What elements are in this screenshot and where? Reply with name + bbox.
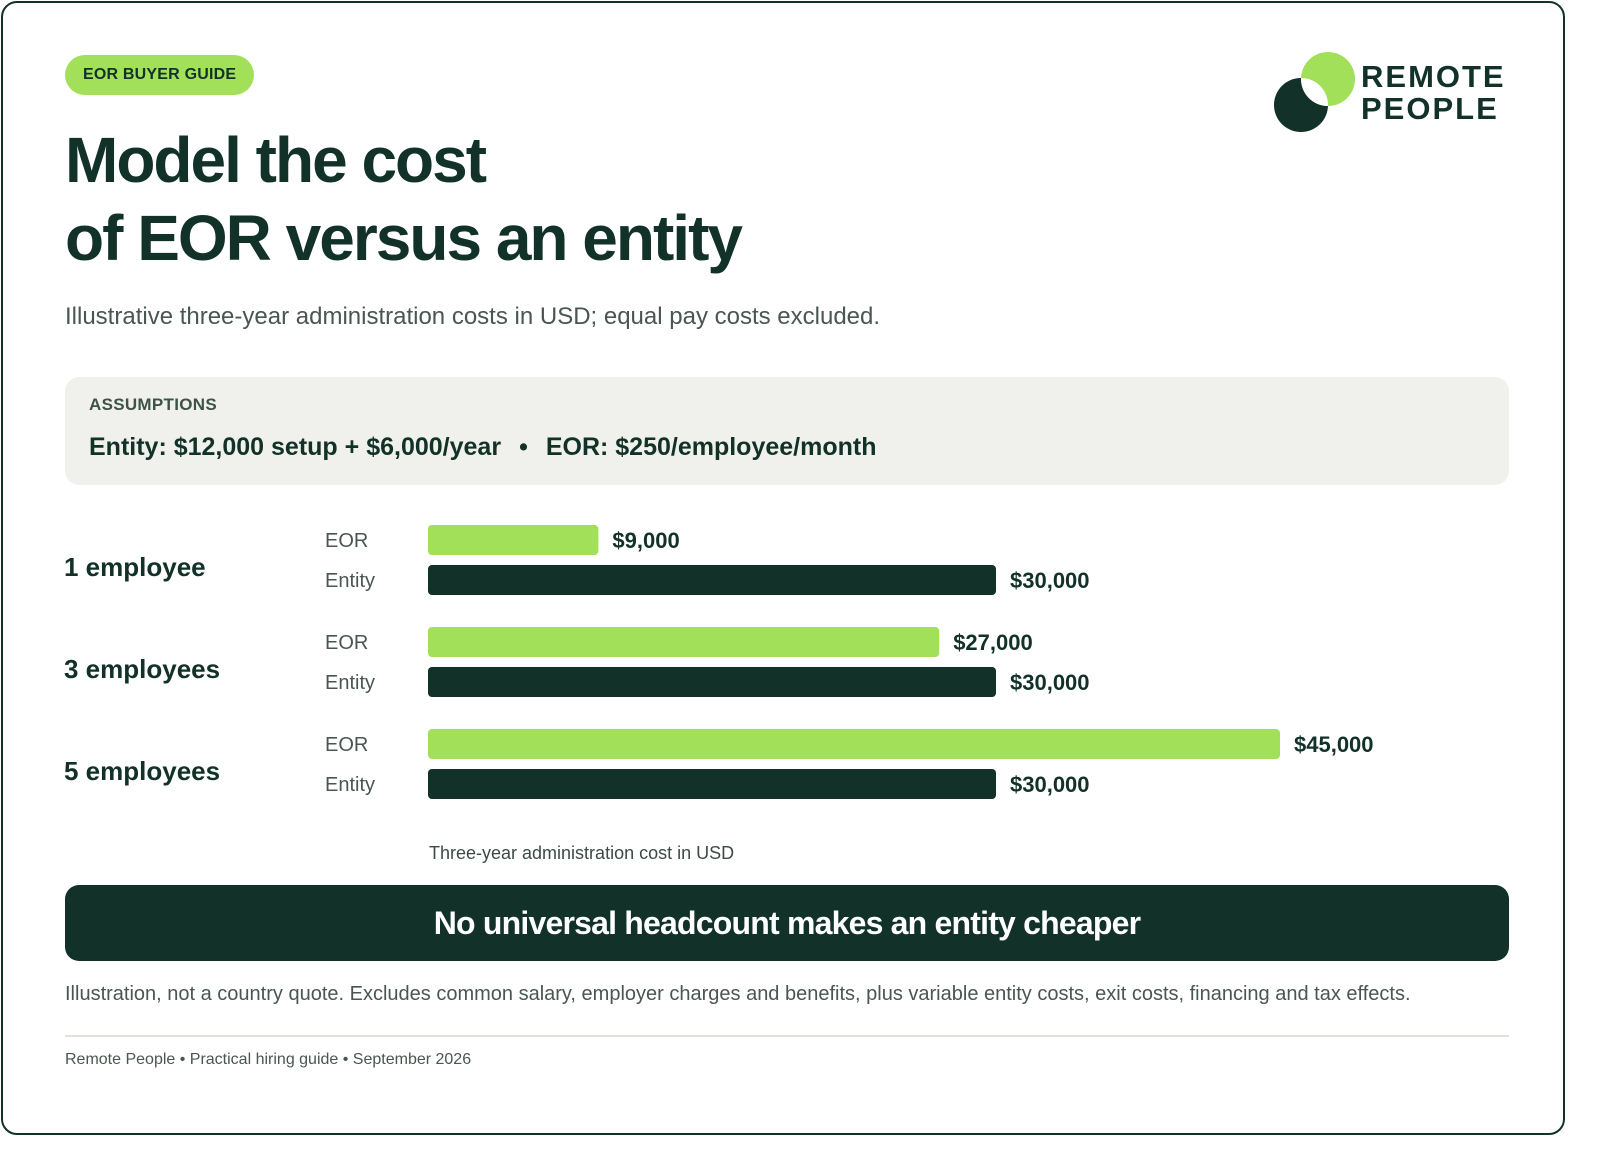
brand-line-2: PEOPLE [1361,91,1499,126]
footer: Remote People • Practical hiring guide •… [65,1051,472,1068]
page-title: Model the cost of EOR versus an entity [65,121,965,277]
assumptions-label: ASSUMPTIONS [89,395,217,414]
assumptions-panel: ASSUMPTIONS Entity: $12,000 setup + $6,0… [65,377,1509,485]
series-label: Entity [325,570,375,592]
value-label: $30,000 [1010,670,1090,695]
category-label: 3 employees [64,654,220,684]
divider [65,1035,1509,1037]
brand-logo: REMOTE PEOPLE [1273,51,1523,137]
value-label: $27,000 [953,630,1033,655]
value-label: $9,000 [612,528,679,553]
value-label: $30,000 [1010,568,1090,593]
brand-logo-icon [1274,52,1355,132]
assumption-eor: EOR: $250/employee/month [545,433,877,461]
conclusion-banner: No universal headcount makes an entity c… [65,885,1509,961]
x-axis-label: Three-year administration cost in USD [429,843,735,863]
infographic-card: EOR BUYER GUIDE REMOTE PEOPLE Model the … [1,1,1565,1135]
bar-entity [428,769,996,799]
assumption-entity: Entity: $12,000 setup + $6,000/year [89,433,502,461]
bar-eor [428,525,599,555]
bar-eor [428,729,1280,759]
brand-wordmark: REMOTE PEOPLE [1361,61,1506,125]
brand-line-1: REMOTE [1361,59,1506,94]
assumptions-text: Entity: $12,000 setup + $6,000/year • EOR:… [89,433,876,462]
subtitle: Illustrative three-year administration c… [65,303,881,330]
series-label: Entity [325,774,375,796]
series-label: Entity [325,672,375,694]
category-label: 1 employee [64,552,206,582]
title-line-2: of EOR versus an entity [65,202,743,274]
category-label: 5 employees [64,756,220,786]
bar-entity [428,667,996,697]
series-label: EOR [325,530,368,552]
series-label: EOR [325,734,368,756]
bar-entity [428,565,996,595]
bar-eor [428,627,940,657]
disclaimer: Illustration, not a country quote. Exclu… [65,983,1411,1005]
value-label: $30,000 [1010,772,1090,797]
cost-bar-chart: 1 employee EOR $9,000 Entity $30,000 3 employ… [64,525,1374,799]
guide-badge: EOR BUYER GUIDE [65,55,255,95]
series-label: EOR [325,632,368,654]
title-line-1: Model the cost [65,124,487,196]
assumption-separator: • [519,433,528,461]
value-label: $45,000 [1294,732,1374,757]
